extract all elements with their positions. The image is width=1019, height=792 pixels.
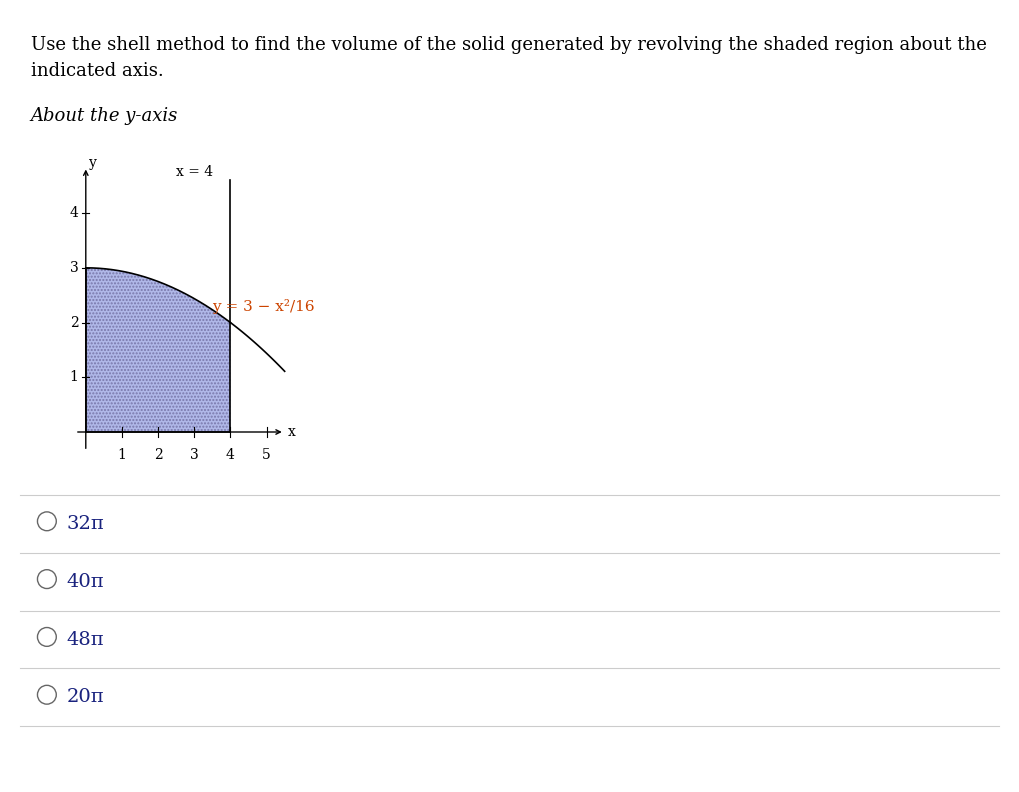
Text: 32π: 32π [66,515,104,533]
Text: 5: 5 [262,448,271,463]
Text: 2: 2 [70,315,78,329]
Text: 4: 4 [226,448,234,463]
Text: 4: 4 [69,206,78,220]
Text: 3: 3 [70,261,78,275]
Text: x: x [288,425,297,439]
Text: 40π: 40π [66,573,104,591]
Text: 1: 1 [117,448,126,463]
Text: 3: 3 [190,448,199,463]
Text: indicated axis.: indicated axis. [31,62,163,80]
Text: y = 3 − x²/16: y = 3 − x²/16 [212,299,315,314]
Text: x = 4: x = 4 [175,165,213,179]
Text: 1: 1 [69,371,78,384]
Text: 20π: 20π [66,688,104,706]
Text: About the y-axis: About the y-axis [31,107,178,125]
Text: 2: 2 [154,448,162,463]
Text: y: y [89,156,97,169]
Text: Use the shell method to find the volume of the solid generated by revolving the : Use the shell method to find the volume … [31,36,986,54]
Text: 48π: 48π [66,630,104,649]
